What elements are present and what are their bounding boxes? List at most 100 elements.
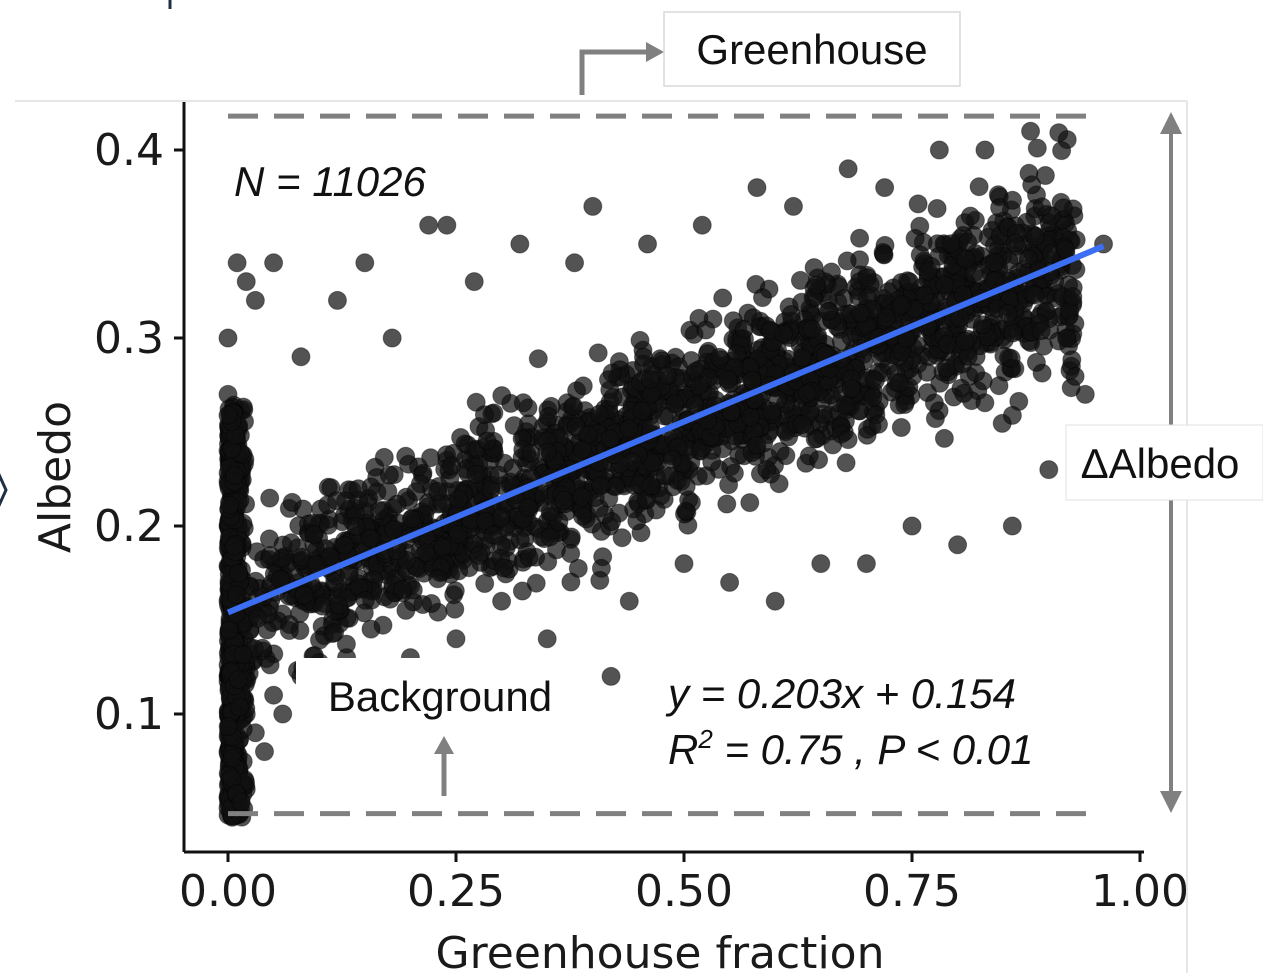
- scatter-point: [638, 234, 658, 254]
- scatter-point: [665, 394, 685, 414]
- scatter-point: [325, 623, 345, 642]
- scatter-point: [437, 215, 457, 235]
- scatter-point: [360, 528, 380, 548]
- x-tick-label: 1.00: [1091, 866, 1189, 917]
- scatter-point: [837, 251, 857, 271]
- scatter-point: [320, 547, 340, 567]
- scatter-point: [917, 362, 937, 382]
- scatter-point: [747, 178, 767, 198]
- scatter-point: [937, 358, 956, 378]
- scatter-point: [689, 376, 709, 396]
- scatter-point: [856, 554, 876, 574]
- scatter-point: [601, 666, 621, 686]
- scatter-point: [753, 288, 772, 308]
- scatter-point: [806, 275, 826, 295]
- x-tick-label: 0.25: [407, 866, 505, 917]
- scatter-point: [783, 196, 803, 216]
- scatter-point: [282, 492, 302, 512]
- scatter-point: [260, 488, 280, 508]
- scatter-point: [964, 263, 984, 283]
- scatter-point: [419, 215, 439, 235]
- scatter-point: [792, 415, 812, 435]
- scatter-point: [540, 527, 560, 547]
- scatter-point: [519, 548, 539, 567]
- scatter-point: [747, 435, 767, 455]
- scatter-point: [797, 383, 817, 403]
- scatter-point: [229, 563, 249, 583]
- scatter-point: [273, 704, 293, 724]
- scatter-point: [336, 491, 356, 511]
- scatter-point: [218, 405, 238, 425]
- scatter-point: [421, 594, 441, 613]
- scatter-point: [226, 585, 246, 605]
- scatter-point: [634, 347, 653, 367]
- scatter-point: [838, 159, 858, 179]
- scatter-point: [1005, 233, 1025, 253]
- greenhouse-arrow: [579, 42, 664, 95]
- scatter-point: [428, 481, 448, 501]
- scatter-point: [1032, 197, 1052, 217]
- scatter-point: [489, 465, 508, 485]
- scatter-point: [416, 543, 436, 563]
- scatter-point: [593, 547, 613, 567]
- scatter-point: [641, 476, 661, 496]
- scatter-point: [312, 596, 332, 616]
- scatter-point: [1049, 123, 1069, 143]
- scatter-point: [1018, 249, 1038, 269]
- scatter-point: [521, 443, 541, 463]
- scatter-point: [646, 500, 666, 520]
- scatter-point: [676, 501, 696, 521]
- scatter-point: [539, 407, 558, 426]
- scatter-point: [975, 393, 995, 413]
- scatter-point: [640, 370, 660, 390]
- scatter-point: [492, 386, 512, 406]
- scatter-point: [396, 446, 416, 466]
- scatter-point: [809, 450, 829, 470]
- x-tick-label: 0.50: [635, 866, 733, 917]
- scatter-point: [474, 405, 494, 425]
- scatter-point: [927, 199, 947, 218]
- scatter-point: [355, 253, 375, 273]
- scatter-point: [869, 414, 888, 434]
- scatter-point: [769, 474, 789, 494]
- sample-size-label: N = 11026: [234, 158, 427, 205]
- scatter-point: [406, 482, 426, 502]
- scatter-point: [370, 501, 389, 521]
- scatter-point: [222, 748, 242, 768]
- scatter-point: [218, 328, 238, 348]
- scatter-point: [379, 465, 399, 485]
- scatter-point: [841, 379, 861, 399]
- scatter-point: [900, 272, 919, 292]
- scatter-point: [219, 620, 239, 640]
- scatter-point: [590, 570, 610, 590]
- scatter-point: [838, 430, 858, 450]
- scatter-point: [958, 232, 978, 252]
- scatter-point: [537, 629, 557, 649]
- scatter-point: [935, 275, 955, 295]
- scatter-point: [538, 552, 558, 572]
- delta-albedo-box: [1065, 424, 1263, 501]
- scatter-point: [327, 290, 347, 310]
- scatter-point: [696, 320, 716, 340]
- scatter-point: [294, 585, 314, 605]
- scatter-point: [717, 494, 737, 514]
- scatter-point: [554, 490, 574, 510]
- scatter-point: [757, 460, 777, 479]
- scatter-point: [526, 573, 546, 593]
- scatter-point: [264, 253, 284, 273]
- scatter-point: [383, 520, 403, 540]
- y-tick-label: 0.3: [94, 313, 164, 364]
- scatter-point: [348, 479, 368, 499]
- scatter-point: [573, 376, 593, 396]
- scatter-point: [291, 347, 311, 367]
- background-arrow: [434, 736, 454, 796]
- scatter-point: [591, 476, 611, 496]
- scatter-point: [937, 334, 957, 354]
- scatter-point: [948, 535, 968, 555]
- scatter-point: [632, 401, 652, 421]
- scatter-point: [1065, 366, 1085, 386]
- scatter-point: [603, 388, 623, 407]
- scatter-point: [230, 697, 250, 717]
- scatter-point: [231, 792, 251, 812]
- scatter-point: [354, 603, 374, 623]
